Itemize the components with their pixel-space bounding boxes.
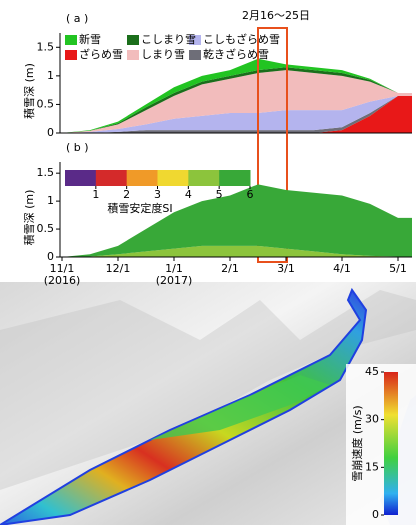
colorbar-segment xyxy=(127,170,158,186)
colorbar-tick-label: 30 xyxy=(365,413,379,426)
panel-label: ( b ) xyxy=(66,141,89,154)
legend-label: こしまり雪 xyxy=(141,33,196,46)
colorbar-label: 積雪安定度SI xyxy=(107,201,172,215)
x-tick-label: 5/1 xyxy=(389,262,407,275)
colorbar-label: 雪崩速度 (m/s) xyxy=(350,405,364,481)
x-tick-label: 4/1 xyxy=(333,262,351,275)
legend-swatch xyxy=(189,50,201,60)
annotation: 2月16〜25日 xyxy=(242,9,310,22)
legend-label: ざらめ雪 xyxy=(79,47,123,61)
legend-swatch xyxy=(65,50,77,60)
x-tick-label: 12/1 xyxy=(106,262,131,275)
colorbar-segment xyxy=(96,170,127,186)
colorbar-tick-label: 4 xyxy=(185,188,192,201)
colorbar xyxy=(384,372,398,515)
colorbar-segment xyxy=(188,170,219,186)
legend-swatch xyxy=(65,35,77,45)
legend-label: 新雪 xyxy=(79,32,101,46)
figure: 00.511.5積雪深 (m)( a )2月16〜25日ざらめ雪乾きざらめ雪こし… xyxy=(0,0,416,525)
colorbar-tick-label: 5 xyxy=(216,188,223,201)
y-tick-label: 1.5 xyxy=(37,166,55,179)
colorbar-tick-label: 15 xyxy=(365,460,379,473)
x-tick-label: 3/1 xyxy=(277,262,295,275)
year-label: (2017) xyxy=(156,274,193,287)
colorbar-tick-label: 1 xyxy=(92,188,99,201)
colorbar-segment xyxy=(65,170,96,186)
y-tick-label: 0.5 xyxy=(37,97,55,110)
y-axis-label: 積雪深 (m) xyxy=(22,63,36,119)
y-tick-label: 1 xyxy=(47,69,54,82)
legend-swatch xyxy=(127,35,139,45)
year-label: (2016) xyxy=(44,274,81,287)
y-tick-label: 0 xyxy=(47,126,54,139)
y-tick-label: 1 xyxy=(47,194,54,207)
legend-label: 乾きざらめ雪 xyxy=(203,47,269,61)
colorbar-segment xyxy=(158,170,189,186)
colorbar-tick-label: 45 xyxy=(365,365,379,378)
colorbar-tick-label: 6 xyxy=(247,188,254,201)
colorbar-tick-label: 2 xyxy=(123,188,130,201)
y-axis-label: 積雪深 (m) xyxy=(22,190,36,246)
legend-label: しまり雪 xyxy=(141,48,185,61)
colorbar-tick-label: 0 xyxy=(372,508,379,521)
y-tick-label: 1.5 xyxy=(37,40,55,53)
legend-label: こしもざらめ雪 xyxy=(203,32,280,46)
colorbar-tick-label: 3 xyxy=(154,188,161,201)
colorbar-segment xyxy=(219,170,250,186)
y-tick-label: 0.5 xyxy=(37,222,55,235)
x-tick-label: 2/1 xyxy=(221,262,239,275)
panel-label: ( a ) xyxy=(66,12,88,25)
legend-swatch xyxy=(127,50,139,60)
